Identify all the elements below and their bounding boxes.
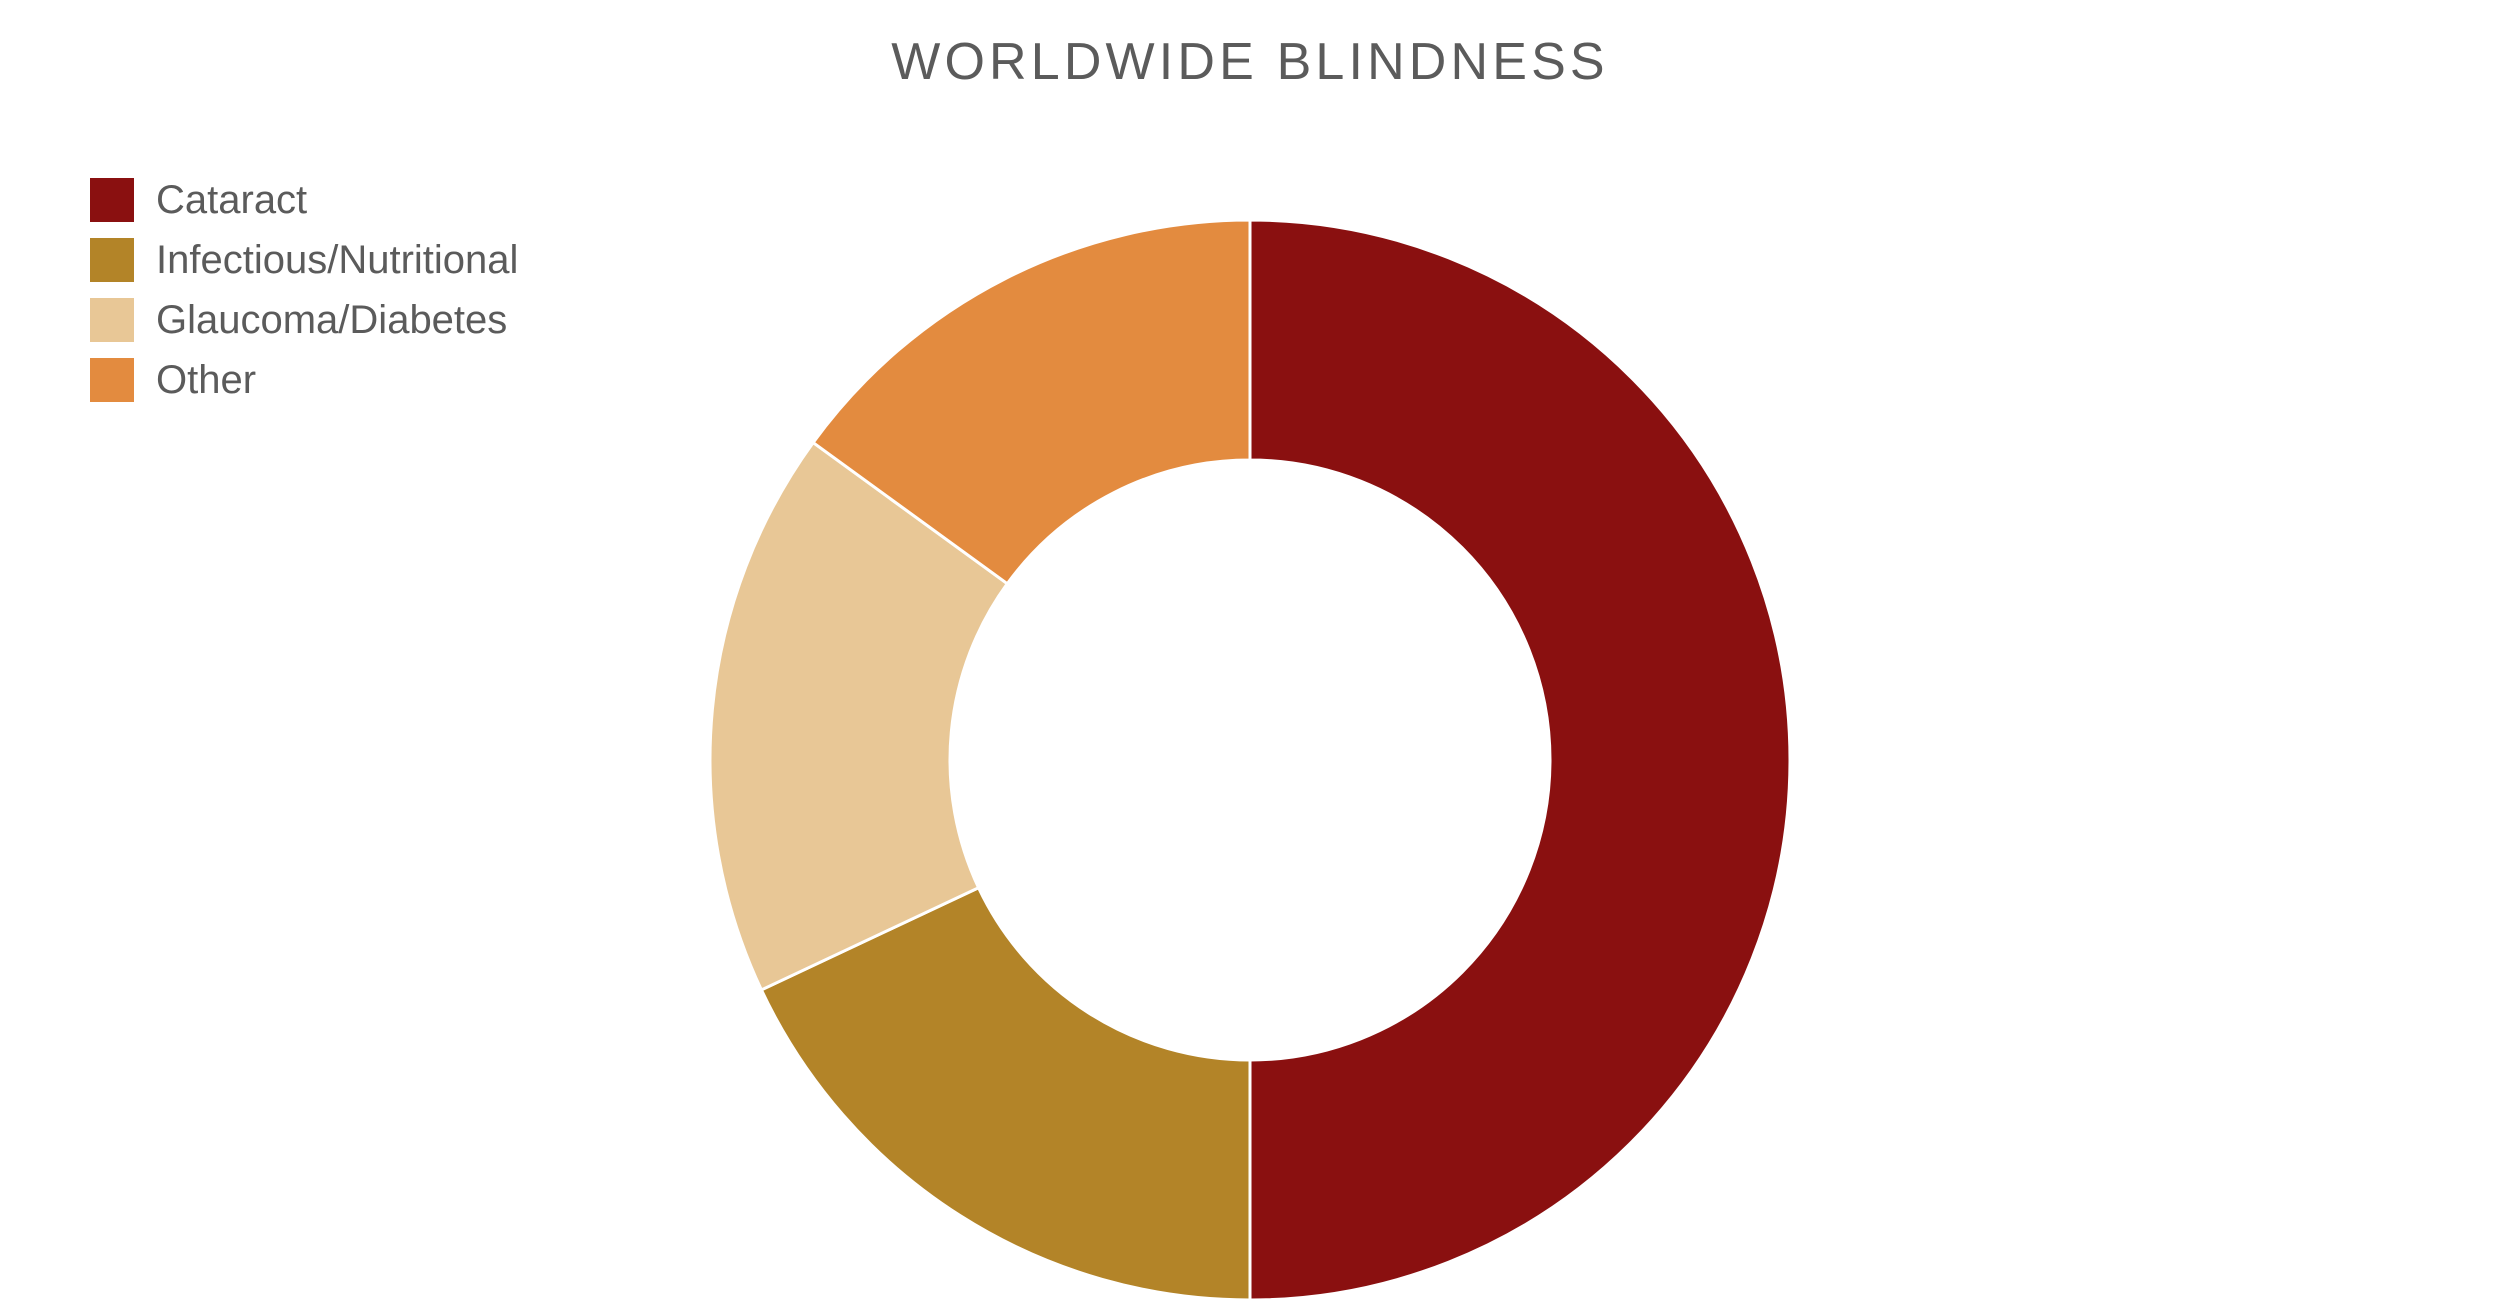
legend-label: Infectious/Nutritional <box>156 238 518 283</box>
chart-stage: WORLDWIDE BLINDNESS Cataract Infectious/N… <box>0 0 2500 1302</box>
legend-swatch <box>90 238 134 282</box>
donut-chart <box>706 216 1794 1302</box>
legend-label: Cataract <box>156 178 307 223</box>
legend-label: Glaucoma/Diabetes <box>156 298 507 343</box>
chart-title: WORLDWIDE BLINDNESS <box>0 32 2500 92</box>
chart-legend: Cataract Infectious/Nutritional Glaucoma/D… <box>90 170 518 410</box>
legend-item: Infectious/Nutritional <box>90 230 518 290</box>
donut-slice <box>1250 220 1790 1300</box>
legend-item: Cataract <box>90 170 518 230</box>
legend-swatch <box>90 178 134 222</box>
donut-svg <box>706 216 1794 1302</box>
legend-item: Glaucoma/Diabetes <box>90 290 518 350</box>
legend-swatch <box>90 358 134 402</box>
legend-swatch <box>90 298 134 342</box>
legend-item: Other <box>90 350 518 410</box>
legend-label: Other <box>156 358 256 403</box>
